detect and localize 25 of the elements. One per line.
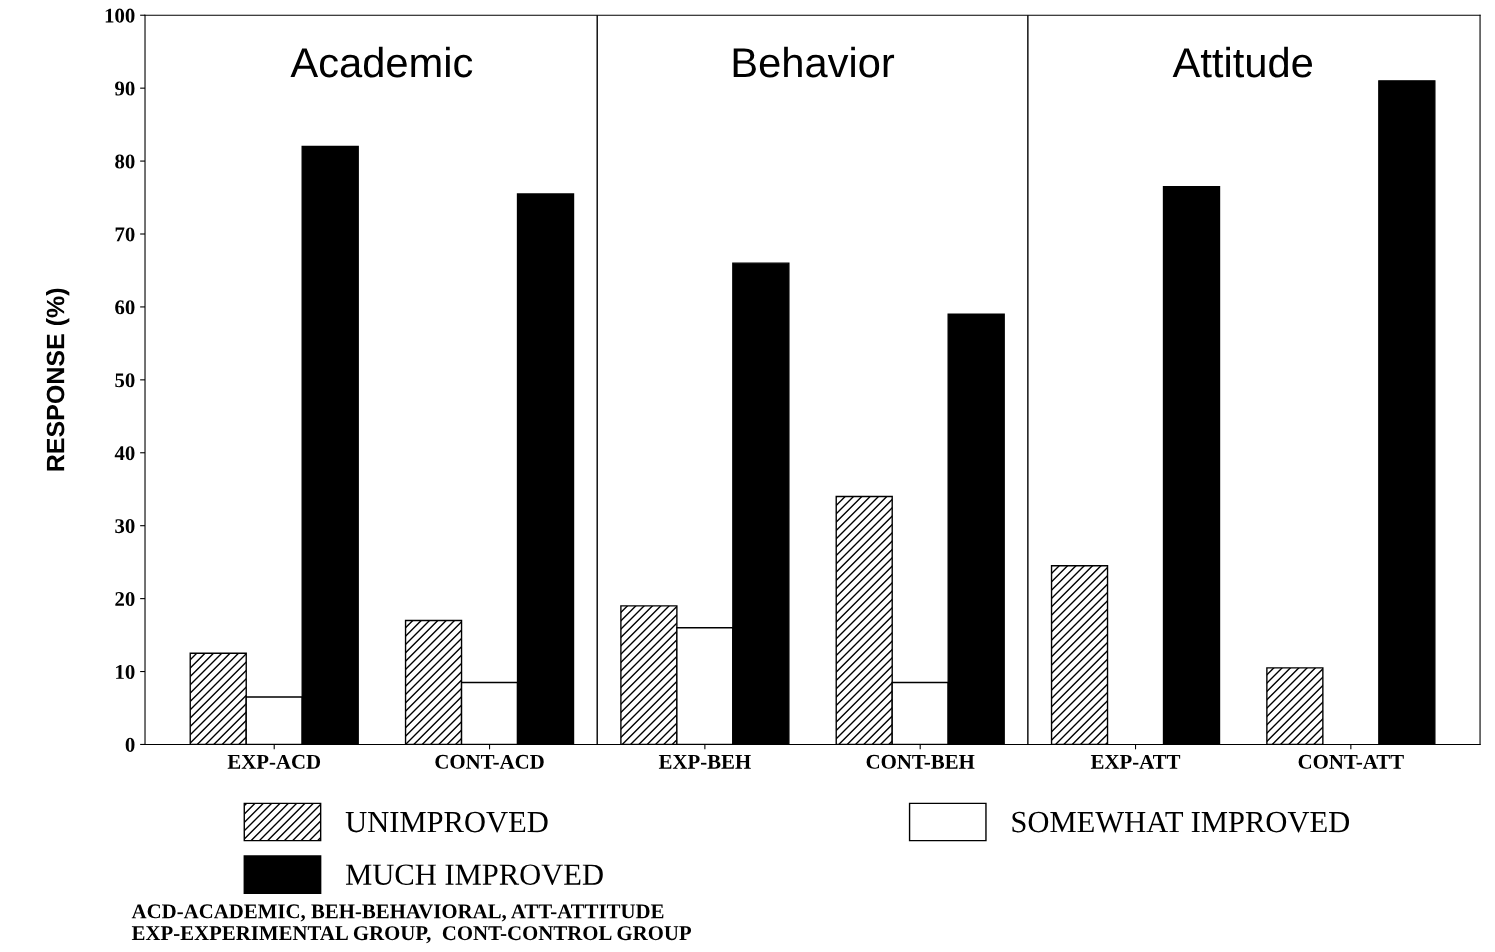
- legend-label: UNIMPROVED: [345, 811, 548, 833]
- y-tick-label: 70: [115, 227, 135, 242]
- annotation: Behavior: [733, 46, 895, 78]
- annotation: Academic: [290, 46, 473, 78]
- y-tick-label: 50: [115, 373, 135, 388]
- y-tick-label: 100: [105, 8, 135, 23]
- x-tick-label: EXP-BEH: [658, 755, 751, 769]
- x-tick-label: CONT-BEH: [866, 754, 975, 769]
- legend-label: MUCH IMPROVED: [345, 864, 603, 886]
- annotation: Attitude: [1172, 46, 1312, 78]
- y-tick-label: 80: [115, 154, 135, 169]
- x-tick-label: EXP-ACD: [227, 754, 321, 769]
- x-tick-label: CONT-ACD: [435, 754, 544, 769]
- y-tick-label: 20: [115, 591, 135, 607]
- legend-label: SOMEWHAT IMPROVED: [1012, 811, 1349, 833]
- y-tick-label: 10: [116, 664, 135, 679]
- x-tick-label: EXP-ATT: [1090, 754, 1181, 769]
- y-tick-label: 40: [114, 446, 135, 461]
- y-axis-title: RESPONSE (%): [46, 288, 70, 471]
- y-tick-label: 60: [115, 300, 135, 315]
- y-tick-label: 30: [115, 519, 135, 534]
- x-tick-label: CONT-ATT: [1298, 754, 1404, 769]
- text: ACD-ACADEMIC, BEH-BEHAVIORAL, ATT-ATTITUDE EXP-EXPERIMENTAL GROUP, CONT-CONTROL GROUP: [131, 904, 692, 944]
- y-tick-label: 90: [115, 81, 135, 96]
- y-tick-label: 0: [125, 737, 135, 752]
